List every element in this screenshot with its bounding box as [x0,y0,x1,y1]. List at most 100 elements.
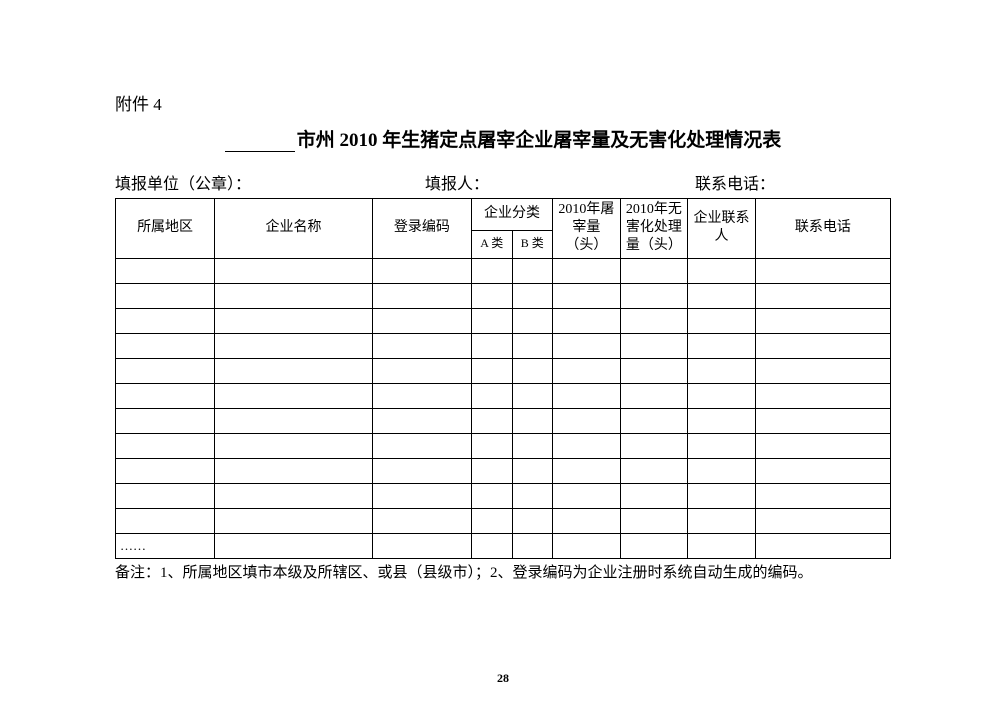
table-row [116,433,891,458]
table-cell [215,308,373,333]
table-cell [471,433,512,458]
table-cell [755,333,890,358]
table-cell [553,358,621,383]
table-cell [116,383,215,408]
col-region: 所属地区 [116,199,215,259]
table-cell [512,383,553,408]
table-cell [215,433,373,458]
table-cell [688,483,756,508]
table-row [116,458,891,483]
table-cell [215,458,373,483]
col-enterprise-contact: 企业联系人 [688,199,756,259]
table-cell [688,533,756,558]
table-cell [471,333,512,358]
table-cell [116,308,215,333]
table-cell [688,383,756,408]
table-cell [755,308,890,333]
table-cell [512,258,553,283]
table-cell [553,508,621,533]
table-cell [688,258,756,283]
table-cell [688,358,756,383]
table-cell [553,308,621,333]
table-row: …… [116,533,891,558]
title-blank-underline [225,151,295,152]
table-cell [553,333,621,358]
table-cell [372,458,471,483]
table-cell [620,258,688,283]
table-row [116,358,891,383]
table-cell [215,283,373,308]
table-cell [116,283,215,308]
col-enterprise-name: 企业名称 [215,199,373,259]
table-cell [553,483,621,508]
table-cell [755,408,890,433]
table-cell [620,458,688,483]
meta-row: 填报单位（公章）： 填报人： 联系电话： [115,170,891,194]
table-cell [471,283,512,308]
table-cell [372,533,471,558]
col-category-b: B 类 [512,230,553,258]
table-cell [471,358,512,383]
table-cell [688,283,756,308]
table-row [116,283,891,308]
table-cell [512,308,553,333]
table-cell [755,433,890,458]
table-row [116,258,891,283]
table-cell [688,308,756,333]
table-cell [116,358,215,383]
table-cell [512,408,553,433]
col-harmless-2010: 2010年无害化处理量（头） [620,199,688,259]
table-cell [116,333,215,358]
table-cell [553,433,621,458]
reporting-unit-label: 填报单位（公章）： [115,170,425,194]
table-cell [755,458,890,483]
table-cell [116,258,215,283]
table-cell [471,533,512,558]
table-cell [512,283,553,308]
table-cell [755,283,890,308]
table-cell [471,508,512,533]
table-cell [553,458,621,483]
table-cell [471,458,512,483]
table-cell [116,433,215,458]
col-slaughter-2010: 2010年屠宰量（头） [553,199,621,259]
table-row [116,483,891,508]
table-cell [512,458,553,483]
table-cell [553,383,621,408]
data-table: 所属地区 企业名称 登录编码 企业分类 2010年屠宰量（头） 2010年无害化… [115,198,891,559]
table-cell [512,358,553,383]
table-cell [512,533,553,558]
table-cell [688,508,756,533]
table-cell: …… [116,533,215,558]
table-cell [372,508,471,533]
table-cell [688,333,756,358]
table-cell [688,433,756,458]
table-cell [755,533,890,558]
table-cell [372,383,471,408]
table-cell [688,408,756,433]
table-cell [116,408,215,433]
table-cell [215,483,373,508]
table-cell [620,333,688,358]
table-cell [512,433,553,458]
title-text: 市州 2010 年生猪定点屠宰企业屠宰量及无害化处理情况表 [297,130,782,151]
table-cell [372,283,471,308]
table-cell [215,258,373,283]
attachment-label: 附件 4 [115,90,891,115]
phone-label: 联系电话： [695,170,891,194]
table-row [116,308,891,333]
table-cell [512,483,553,508]
col-login-code: 登录编码 [372,199,471,259]
table-cell [372,333,471,358]
table-cell [755,383,890,408]
table-cell [620,508,688,533]
reporter-label: 填报人： [425,170,695,194]
table-cell [620,358,688,383]
table-cell [116,458,215,483]
table-cell [620,433,688,458]
table-cell [215,358,373,383]
table-cell [215,383,373,408]
table-cell [512,333,553,358]
table-cell [471,483,512,508]
table-cell [755,483,890,508]
